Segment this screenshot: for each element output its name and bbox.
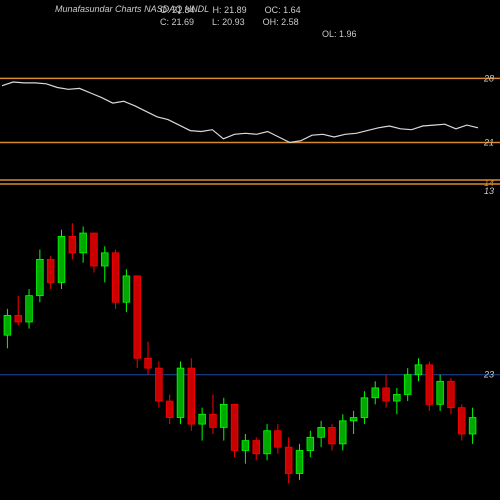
svg-text:23: 23 (483, 370, 494, 380)
stat-low: L: 20.93 (212, 16, 245, 28)
stat-high: H: 21.89 (213, 4, 247, 16)
stat-close: C: 21.69 (160, 16, 194, 28)
stat-open: O: 21.34 (160, 4, 195, 16)
svg-text:21: 21 (483, 138, 494, 148)
ohlc-stats: O: 21.34 H: 21.89 OC: 1.64 C: 21.69 L: 2… (160, 4, 357, 40)
chart-container: Munafasundar Charts NASDAQ HNDL O: 21.34… (0, 0, 500, 500)
svg-text:28: 28 (483, 73, 494, 83)
svg-text:13: 13 (484, 186, 494, 196)
stat-oh: OH: 2.58 (263, 16, 299, 28)
stat-oc: OC: 1.64 (265, 4, 301, 16)
chart-svg[interactable]: 2821141323 (0, 0, 500, 500)
stat-ol: OL: 1.96 (322, 28, 357, 40)
